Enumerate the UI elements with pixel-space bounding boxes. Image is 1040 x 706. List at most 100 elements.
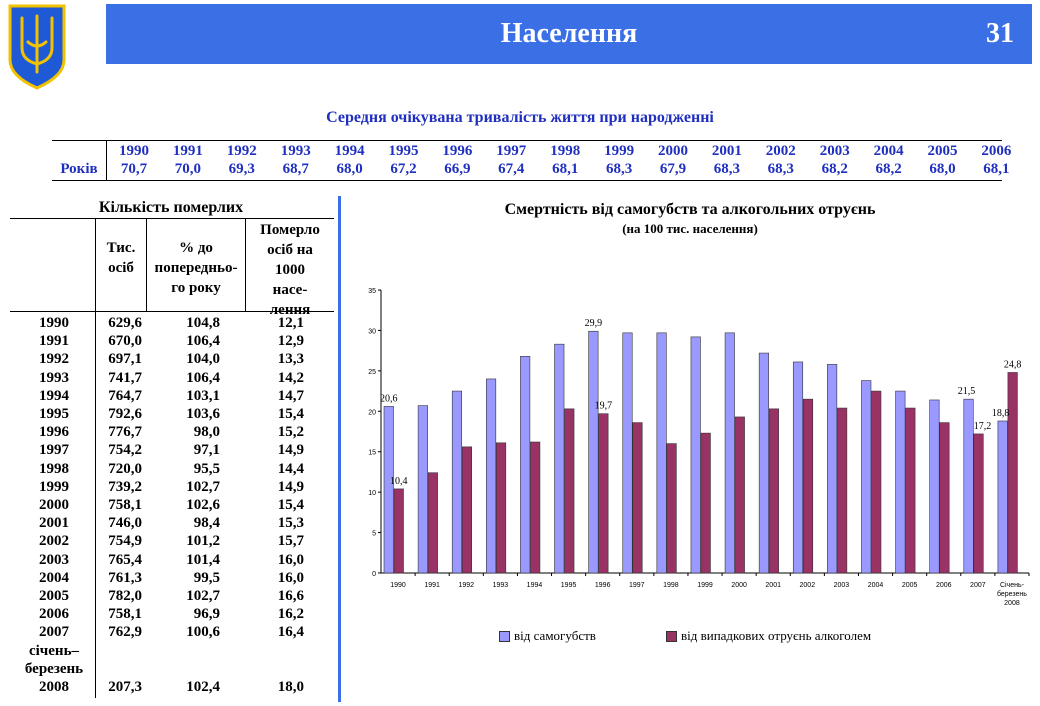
deaths-row-percent: 106,4 bbox=[186, 333, 220, 350]
header-line: го року bbox=[171, 280, 221, 296]
deaths-row-thousands: 761,3 bbox=[108, 569, 142, 586]
deaths-row-per1000: 12,1 bbox=[277, 315, 304, 331]
deaths-header-percent: % до попередньо- го року bbox=[147, 238, 245, 298]
x-tick-label: 2004 bbox=[868, 582, 884, 589]
deaths-row-percent: 102,4 bbox=[186, 679, 220, 695]
life-expectancy-value: 68,7 bbox=[282, 161, 309, 177]
deaths-row-per1000: 15,4 bbox=[277, 406, 304, 422]
x-tick-label: 1998 bbox=[663, 582, 679, 589]
life-expectancy-row-label: Років bbox=[60, 161, 98, 177]
y-tick-label: 20 bbox=[368, 409, 376, 416]
header-line: осіб bbox=[108, 260, 134, 276]
deaths-row-year: січень– bbox=[28, 642, 80, 659]
bar-alcohol bbox=[461, 446, 473, 574]
deaths-row-percent: 102,7 bbox=[186, 478, 220, 495]
deaths-row-thousands: 776,7 bbox=[108, 424, 142, 441]
deaths-row-year: 2005 bbox=[39, 588, 69, 604]
life-expectancy-value: 70,7 bbox=[120, 161, 148, 177]
deaths-row-year: 1993 bbox=[39, 369, 69, 386]
bar-alcohol bbox=[837, 407, 848, 574]
deaths-row-percent: 101,4 bbox=[186, 551, 220, 568]
life-expectancy-value: 67,4 bbox=[498, 161, 525, 177]
deaths-row-year: 2004 bbox=[39, 569, 69, 586]
deaths-row-percent: 96,9 bbox=[193, 606, 220, 623]
deaths-row-thousands: 741,7 bbox=[108, 369, 142, 386]
bar-suicides bbox=[861, 380, 872, 574]
deaths-row-thousands: 762,9 bbox=[108, 624, 142, 641]
x-tick-label: 1993 bbox=[493, 582, 509, 589]
bar-suicides bbox=[520, 356, 531, 574]
life-expectancy-value: 68,2 bbox=[821, 161, 848, 177]
deaths-row-per1000: 14,7 bbox=[277, 387, 304, 404]
bar-alcohol bbox=[734, 416, 745, 574]
life-expectancy-year: 1999 bbox=[604, 143, 635, 159]
deaths-row-per1000: 14,9 bbox=[277, 442, 304, 459]
data-label: 29,9 bbox=[585, 318, 603, 329]
deaths-row-per1000: 16,0 bbox=[277, 551, 304, 568]
x-tick-label: 2003 bbox=[834, 582, 850, 589]
deaths-row-thousands: 754,9 bbox=[108, 533, 142, 550]
deaths-row-year: 1996 bbox=[39, 424, 69, 441]
deaths-row-year: 2003 bbox=[39, 551, 69, 568]
deaths-row-percent: 101,2 bbox=[186, 533, 220, 550]
bar-alcohol bbox=[905, 407, 916, 574]
bar-suicides bbox=[792, 361, 804, 574]
bar-alcohol bbox=[802, 398, 814, 574]
bar-suicides bbox=[997, 420, 1008, 574]
x-tick-label: 1992 bbox=[458, 582, 474, 589]
bar-suicides bbox=[417, 405, 428, 574]
deaths-row-per1000: 14,9 bbox=[277, 478, 304, 495]
deaths-row-thousands: 746,0 bbox=[108, 515, 142, 532]
x-tick-label: 1995 bbox=[561, 582, 577, 589]
bar-alcohol bbox=[427, 472, 438, 574]
ukraine-coat-of-arms-icon bbox=[8, 4, 66, 90]
life-expectancy-year: 1996 bbox=[442, 143, 473, 159]
deaths-row-thousands: 765,4 bbox=[108, 551, 142, 568]
life-expectancy-year: 1990 bbox=[119, 143, 149, 159]
deaths-row-thousands: 764,7 bbox=[108, 387, 142, 404]
bar-suicides bbox=[383, 406, 394, 574]
deaths-vline-1 bbox=[95, 218, 96, 698]
bar-alcohol bbox=[564, 408, 575, 574]
header-line: лення bbox=[269, 302, 311, 318]
deaths-row-per1000: 14,2 bbox=[277, 369, 304, 386]
life-expectancy-year: 2006 bbox=[981, 143, 1012, 159]
deaths-row-thousands: 758,1 bbox=[108, 497, 142, 513]
deaths-row-thousands: 758,1 bbox=[108, 606, 142, 623]
deaths-row-year: 2008 bbox=[39, 679, 69, 695]
data-label: 24,8 bbox=[1004, 359, 1022, 370]
deaths-row-per1000: 15,7 bbox=[277, 533, 304, 550]
deaths-header-per1000: Померло осіб на 1000 насе- лення bbox=[246, 220, 334, 320]
deaths-row-percent: 102,7 bbox=[186, 588, 220, 604]
deaths-row-percent: 97,1 bbox=[193, 442, 220, 459]
x-tick-label: 1999 bbox=[697, 582, 713, 589]
deaths-row-percent: 95,5 bbox=[193, 460, 220, 477]
y-tick-label: 30 bbox=[368, 328, 376, 335]
data-label: 17,2 bbox=[974, 421, 992, 432]
bar-alcohol bbox=[1007, 372, 1018, 574]
x-tick-label: 2008 bbox=[1004, 600, 1020, 607]
deaths-row-year: 1990 bbox=[39, 315, 69, 331]
deaths-row-percent: 98,4 bbox=[193, 515, 220, 532]
life-expectancy-year: 1992 bbox=[226, 143, 257, 159]
bar-suicides bbox=[554, 343, 565, 574]
x-tick-label: 1991 bbox=[424, 582, 440, 589]
life-expectancy-year: 2005 bbox=[927, 143, 958, 159]
x-tick-label: 2001 bbox=[765, 582, 781, 589]
y-tick-label: 25 bbox=[368, 369, 376, 376]
header-line: % до bbox=[179, 240, 213, 256]
data-label: 20,6 bbox=[380, 393, 398, 404]
deaths-row-per1000: 18,0 bbox=[277, 679, 304, 695]
x-tick-label: 2000 bbox=[731, 582, 747, 589]
x-tick-label: березень bbox=[997, 590, 1027, 598]
deaths-row-year: 1992 bbox=[39, 351, 69, 368]
legend-swatch-suicides bbox=[499, 630, 510, 642]
deaths-row-year: березень bbox=[24, 660, 84, 677]
legend-label-alcohol: від випадкових отруєнь алкоголем bbox=[681, 628, 872, 643]
x-tick-label: 1990 bbox=[390, 582, 406, 589]
bar-suicides bbox=[451, 390, 463, 574]
bar-alcohol bbox=[496, 442, 507, 574]
data-label: 19,7 bbox=[595, 401, 613, 412]
bar-alcohol bbox=[871, 390, 882, 574]
life-expectancy-rule-bottom bbox=[52, 180, 1002, 181]
